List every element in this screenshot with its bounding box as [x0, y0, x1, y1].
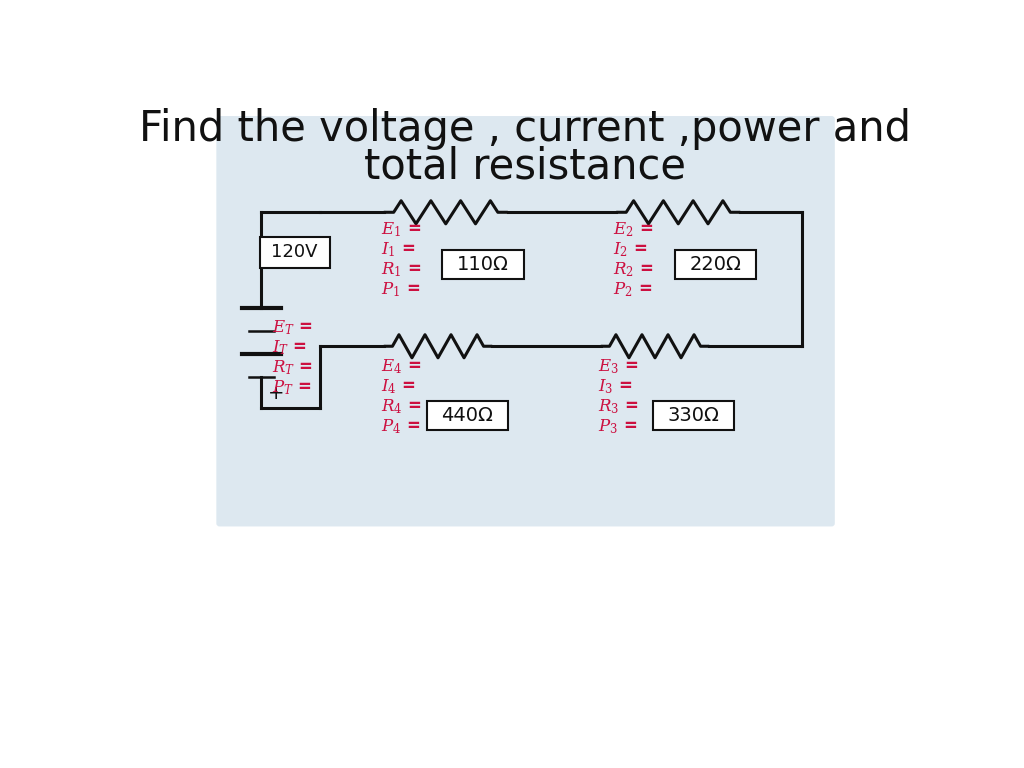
- Text: $I_4$ =: $I_4$ =: [381, 377, 416, 396]
- FancyBboxPatch shape: [216, 116, 835, 526]
- Text: $E_1$ =: $E_1$ =: [381, 220, 421, 239]
- Text: 220Ω: 220Ω: [689, 255, 741, 274]
- Text: $R_2$ =: $R_2$ =: [613, 260, 653, 279]
- Text: $P_1$ =: $P_1$ =: [381, 280, 420, 299]
- Text: $P_4$ =: $P_4$ =: [381, 417, 420, 435]
- Text: $I_3$ =: $I_3$ =: [598, 377, 632, 396]
- FancyBboxPatch shape: [442, 250, 523, 280]
- FancyBboxPatch shape: [653, 401, 734, 430]
- Text: $E_T$ =: $E_T$ =: [272, 319, 312, 337]
- Text: $R_3$ =: $R_3$ =: [598, 397, 638, 415]
- Text: $R_T$ =: $R_T$ =: [272, 359, 313, 377]
- Text: $I_2$ =: $I_2$ =: [613, 240, 648, 259]
- Text: $I_1$ =: $I_1$ =: [381, 240, 416, 259]
- Text: $P_3$ =: $P_3$ =: [598, 417, 637, 435]
- Text: $E_4$ =: $E_4$ =: [381, 357, 421, 376]
- Text: $I_T$ =: $I_T$ =: [272, 339, 307, 357]
- Text: +: +: [267, 384, 284, 403]
- Text: 330Ω: 330Ω: [668, 406, 720, 425]
- Text: 440Ω: 440Ω: [441, 406, 494, 425]
- Text: $E_2$ =: $E_2$ =: [613, 220, 653, 239]
- Text: $R_4$ =: $R_4$ =: [381, 397, 421, 415]
- FancyBboxPatch shape: [675, 250, 756, 280]
- Text: $E_3$ =: $E_3$ =: [598, 357, 638, 376]
- Text: $P_T$ =: $P_T$ =: [272, 379, 311, 397]
- FancyBboxPatch shape: [260, 237, 330, 268]
- Text: total resistance: total resistance: [364, 145, 686, 187]
- Text: Find the voltage , current ,power and: Find the voltage , current ,power and: [139, 108, 910, 150]
- FancyBboxPatch shape: [427, 401, 508, 430]
- Text: $P_2$ =: $P_2$ =: [613, 280, 652, 299]
- Text: $R_1$ =: $R_1$ =: [381, 260, 421, 279]
- Text: 110Ω: 110Ω: [457, 255, 509, 274]
- Text: 120V: 120V: [271, 243, 317, 261]
